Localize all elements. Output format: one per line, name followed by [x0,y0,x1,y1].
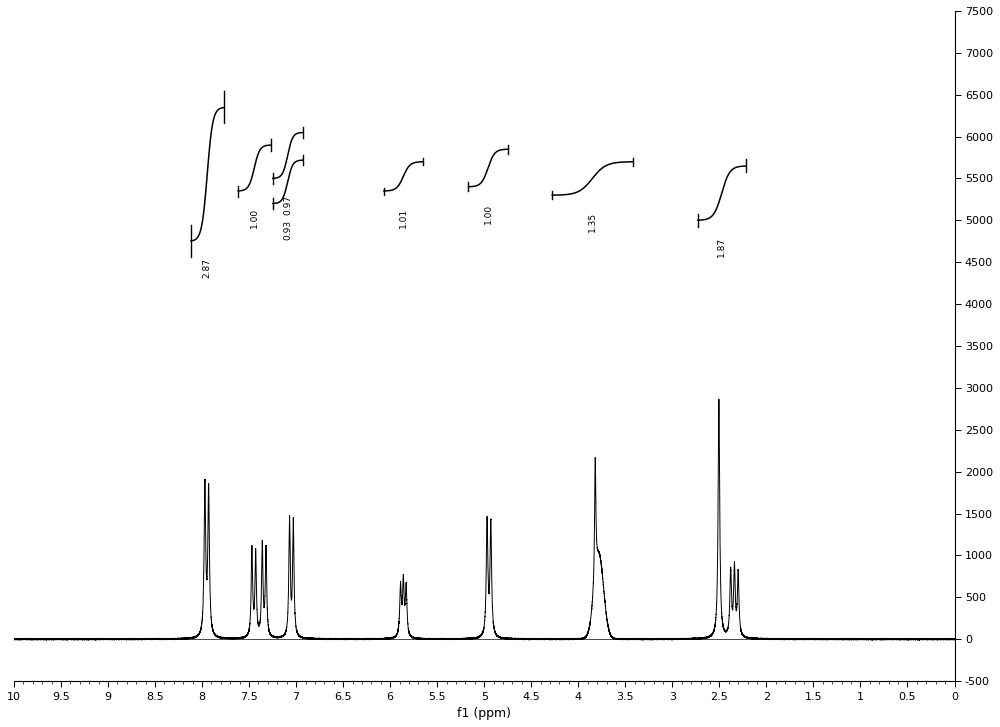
Text: 1.35: 1.35 [588,212,597,232]
Text: 1.00: 1.00 [483,204,492,224]
Text: 2.87: 2.87 [203,258,212,278]
Text: 1.01: 1.01 [399,208,408,228]
Text: 0.97: 0.97 [283,196,292,215]
X-axis label: f1 (ppm): f1 (ppm) [457,707,511,720]
Text: 0.93: 0.93 [283,220,292,241]
Text: 1.87: 1.87 [717,237,726,257]
Text: 1.00: 1.00 [250,208,259,228]
